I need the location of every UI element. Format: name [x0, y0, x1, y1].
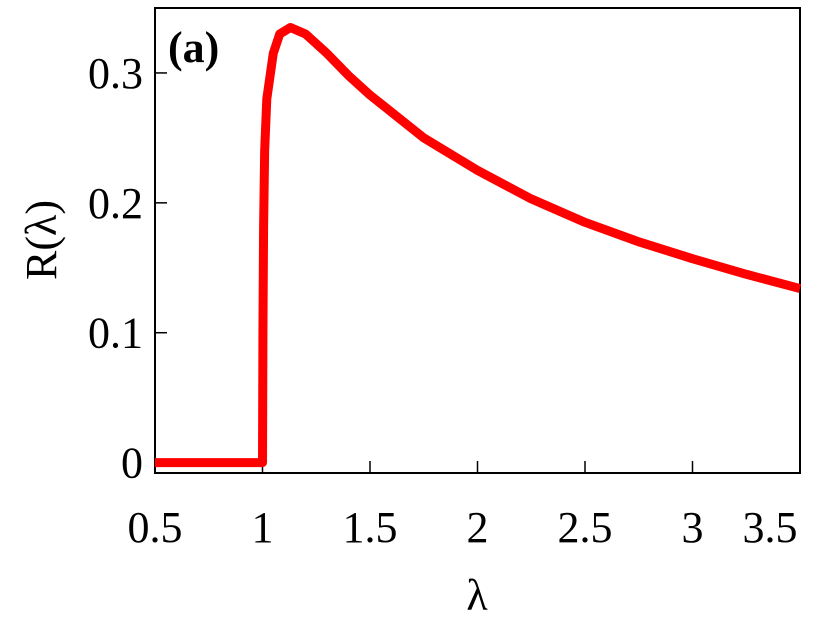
panel-label: (a) — [168, 23, 219, 72]
x-tick-label: 2.5 — [558, 503, 613, 552]
x-tick-label: 1 — [252, 503, 274, 552]
y-axis-label: R(λ) — [17, 200, 66, 280]
x-tick-label: 1.5 — [343, 503, 398, 552]
y-tick-label: 0.1 — [88, 309, 143, 358]
x-tick-label: 3 — [682, 503, 704, 552]
y-tick-label: 0 — [121, 439, 143, 488]
x-tick-label: 2 — [467, 503, 489, 552]
y-tick-label: 0.3 — [88, 49, 143, 98]
x-tick-label: 3.5 — [743, 503, 798, 552]
plot-frame — [154, 7, 801, 474]
line-series — [155, 22, 802, 468]
y-tick-label: 0.2 — [88, 179, 143, 228]
x-tick-label: 0.5 — [128, 503, 183, 552]
x-axis-label: λ — [466, 571, 488, 620]
